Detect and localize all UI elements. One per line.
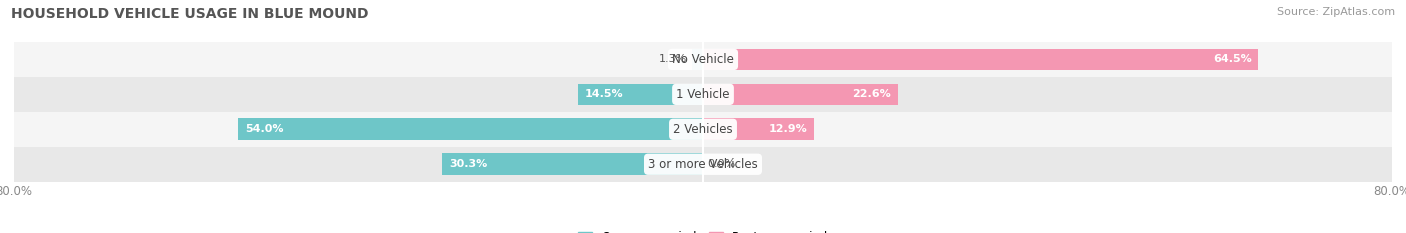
Text: 1.3%: 1.3% xyxy=(659,55,688,64)
Text: 14.5%: 14.5% xyxy=(585,89,624,99)
Bar xyxy=(703,118,814,140)
Bar xyxy=(692,49,703,70)
Text: No Vehicle: No Vehicle xyxy=(672,53,734,66)
Text: 64.5%: 64.5% xyxy=(1213,55,1251,64)
Text: 12.9%: 12.9% xyxy=(769,124,807,134)
Legend: Owner-occupied, Renter-occupied: Owner-occupied, Renter-occupied xyxy=(572,226,834,233)
Text: 1 Vehicle: 1 Vehicle xyxy=(676,88,730,101)
Bar xyxy=(703,84,897,105)
Text: 54.0%: 54.0% xyxy=(245,124,284,134)
Bar xyxy=(441,154,703,175)
Text: 0.0%: 0.0% xyxy=(707,159,735,169)
Bar xyxy=(14,147,1392,182)
Bar xyxy=(14,42,1392,77)
Bar xyxy=(14,77,1392,112)
Text: 2 Vehicles: 2 Vehicles xyxy=(673,123,733,136)
Bar xyxy=(578,84,703,105)
Bar xyxy=(14,112,1392,147)
Text: Source: ZipAtlas.com: Source: ZipAtlas.com xyxy=(1277,7,1395,17)
Bar xyxy=(238,118,703,140)
Text: HOUSEHOLD VEHICLE USAGE IN BLUE MOUND: HOUSEHOLD VEHICLE USAGE IN BLUE MOUND xyxy=(11,7,368,21)
Text: 22.6%: 22.6% xyxy=(852,89,891,99)
Text: 3 or more Vehicles: 3 or more Vehicles xyxy=(648,158,758,171)
Text: 30.3%: 30.3% xyxy=(449,159,488,169)
Bar xyxy=(703,49,1258,70)
